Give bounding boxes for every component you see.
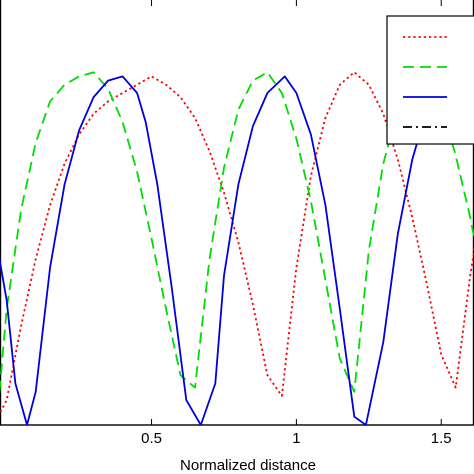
x-tick-label: 0.5 bbox=[141, 430, 162, 447]
legend bbox=[386, 15, 474, 145]
series-layer bbox=[0, 71, 474, 425]
series-0-line bbox=[0, 71, 474, 415]
series-2-line bbox=[0, 75, 474, 425]
x-tick-label: 1 bbox=[292, 430, 300, 447]
x-axis-ticks: 0.5 1 1.5 bbox=[141, 0, 452, 447]
x-axis-label: Normalized distance bbox=[180, 457, 316, 474]
series-1-line bbox=[0, 71, 474, 396]
legend-box bbox=[386, 15, 474, 145]
x-tick-label: 1.5 bbox=[431, 430, 452, 447]
